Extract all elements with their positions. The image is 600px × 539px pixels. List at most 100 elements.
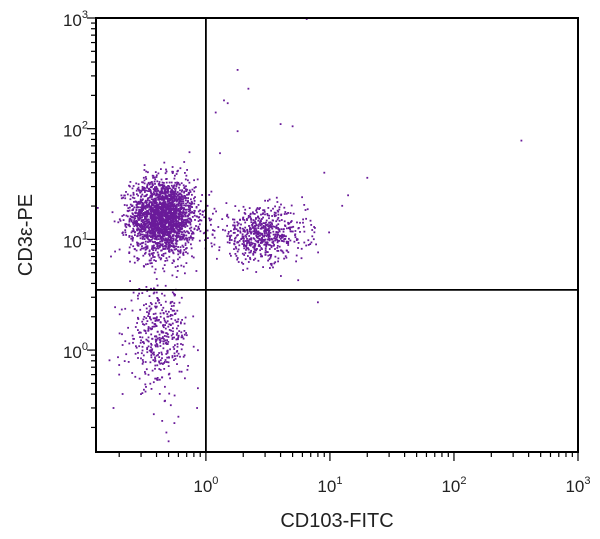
data-point	[176, 191, 179, 193]
data-point	[166, 200, 169, 203]
data-point	[177, 230, 180, 233]
data-point	[224, 229, 227, 232]
data-point	[138, 332, 140, 334]
data-point	[150, 307, 153, 310]
data-point	[165, 170, 168, 173]
data-point	[155, 305, 158, 308]
data-point	[167, 198, 170, 200]
data-point	[179, 249, 182, 251]
data-point	[223, 99, 225, 102]
data-point	[180, 231, 183, 233]
data-point	[182, 235, 185, 238]
data-point	[175, 203, 178, 206]
data-point	[243, 247, 246, 250]
data-point	[142, 228, 145, 230]
data-point	[145, 368, 148, 371]
data-point	[283, 235, 286, 238]
data-point	[159, 369, 162, 371]
data-point	[118, 313, 121, 316]
data-point	[184, 172, 186, 174]
data-point	[180, 336, 183, 339]
data-point	[174, 225, 176, 227]
data-point	[263, 229, 266, 232]
data-point	[239, 218, 241, 221]
data-point	[124, 194, 126, 197]
data-point	[186, 201, 189, 204]
data-point	[238, 239, 241, 242]
data-point	[180, 219, 183, 221]
data-point	[159, 212, 162, 214]
data-point	[168, 255, 171, 258]
data-point	[250, 241, 252, 244]
data-point	[246, 239, 249, 242]
data-point	[125, 191, 127, 193]
data-point	[144, 329, 147, 332]
data-point	[262, 235, 264, 237]
data-point	[147, 221, 150, 223]
data-point	[179, 224, 181, 227]
data-point	[250, 231, 253, 234]
data-point	[133, 214, 136, 217]
data-point	[179, 252, 182, 254]
data-point	[150, 221, 153, 224]
data-point	[195, 206, 198, 209]
data-point	[146, 237, 149, 240]
data-point	[233, 240, 236, 243]
data-point	[242, 263, 245, 265]
data-point	[169, 219, 172, 221]
data-point	[154, 197, 157, 200]
data-point	[311, 235, 314, 238]
data-point	[212, 229, 214, 231]
data-point	[168, 248, 171, 250]
data-point	[132, 191, 135, 194]
data-point	[155, 306, 157, 309]
data-point	[175, 200, 178, 203]
data-point	[146, 290, 149, 292]
data-point	[143, 179, 146, 182]
data-point	[156, 337, 159, 340]
data-point	[270, 255, 272, 258]
data-point	[257, 245, 260, 247]
data-point	[182, 225, 185, 228]
data-point	[154, 200, 156, 203]
data-point	[181, 334, 183, 337]
data-point	[167, 336, 170, 338]
data-point	[124, 231, 127, 234]
data-point	[261, 232, 264, 235]
data-point	[263, 209, 266, 212]
data-point	[158, 333, 161, 336]
data-point	[254, 220, 256, 223]
data-point	[146, 247, 149, 249]
data-point	[275, 224, 278, 227]
data-point	[154, 335, 156, 338]
data-point	[197, 387, 199, 390]
data-point	[185, 202, 187, 205]
data-point	[175, 226, 177, 229]
data-point	[114, 250, 116, 253]
data-point	[226, 235, 229, 238]
data-point	[178, 200, 181, 202]
data-point	[212, 212, 214, 215]
data-point	[199, 213, 202, 215]
data-point	[142, 323, 144, 325]
data-point	[164, 284, 167, 287]
data-point	[259, 219, 262, 222]
data-point	[173, 229, 176, 232]
data-point	[179, 236, 181, 238]
data-point	[195, 270, 198, 272]
data-point	[161, 243, 164, 246]
data-point	[199, 200, 202, 203]
data-point	[150, 342, 152, 345]
data-point	[276, 245, 279, 247]
data-point	[179, 355, 181, 358]
data-point	[177, 203, 180, 205]
data-point	[139, 331, 142, 334]
data-point	[156, 344, 159, 346]
data-point	[153, 213, 156, 216]
data-point	[281, 236, 283, 239]
data-point	[163, 205, 165, 208]
data-point	[157, 189, 160, 192]
data-point	[263, 230, 266, 233]
data-point	[252, 211, 254, 214]
data-point	[154, 226, 156, 228]
